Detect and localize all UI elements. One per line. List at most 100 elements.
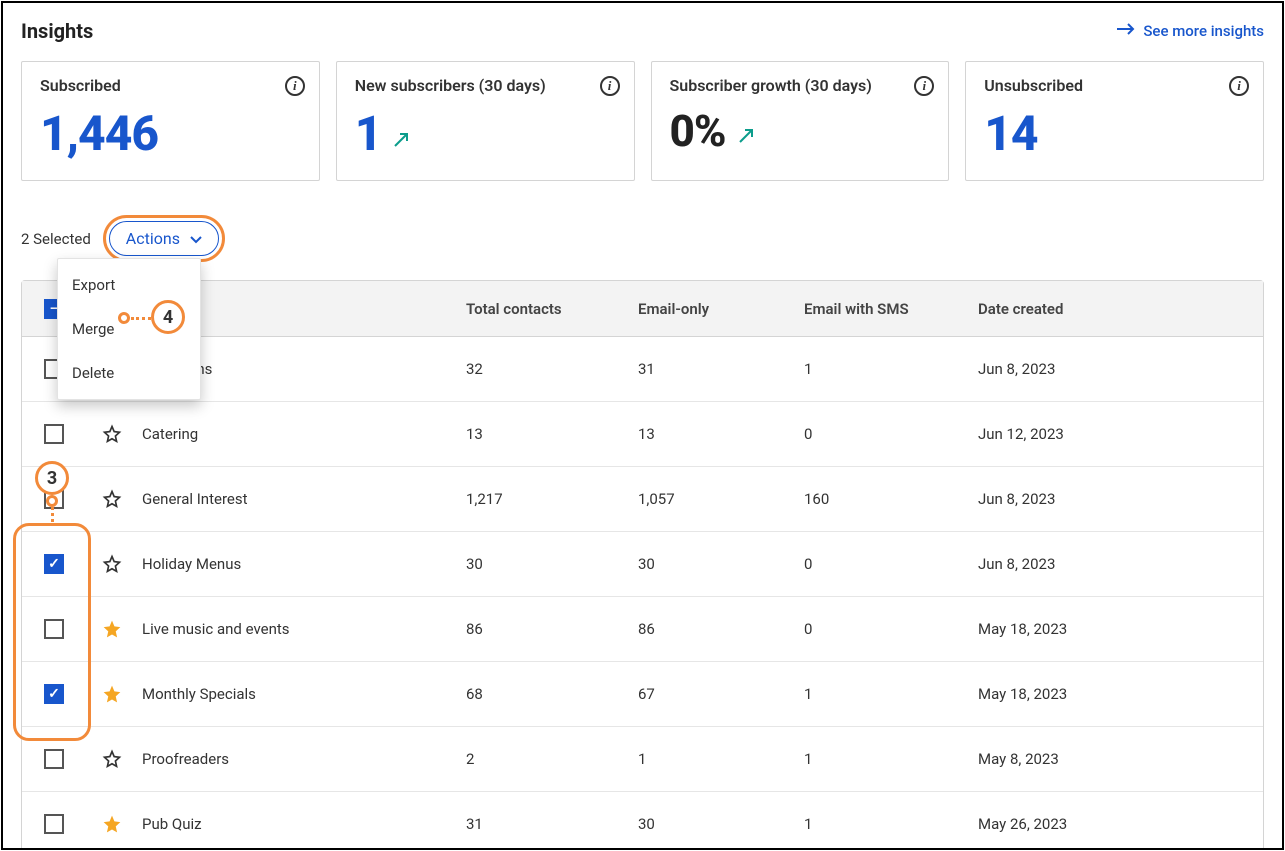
card-value: 14 xyxy=(984,105,1037,162)
table-row[interactable]: ✓Monthly Specials68671May 18, 2023 xyxy=(22,662,1263,727)
annotation-label: 4 xyxy=(163,307,173,328)
row-email: 31 xyxy=(638,360,804,378)
insight-cards: Subscribed i 1,446 New subscribers (30 d… xyxy=(3,49,1282,193)
row-sms: 160 xyxy=(804,490,978,508)
table-row[interactable]: Live music and events86860May 18, 2023 xyxy=(22,597,1263,662)
dropdown-item-label: Export xyxy=(72,276,115,294)
table-body: y Coupons32311Jun 8, 2023Catering13130Ju… xyxy=(22,337,1263,850)
annotation-callout-3: 3 xyxy=(35,461,69,495)
star-icon[interactable] xyxy=(102,489,122,509)
card-growth[interactable]: Subscriber growth (30 days) i 0% xyxy=(651,61,950,181)
row-date: Jun 12, 2023 xyxy=(978,425,1263,443)
row-name[interactable]: Live music and events xyxy=(138,620,466,638)
star-icon[interactable] xyxy=(102,749,122,769)
row-checkbox[interactable]: ✓ xyxy=(44,684,64,704)
table-row[interactable]: General Interest1,2171,057160Jun 8, 2023 xyxy=(22,467,1263,532)
annotation-dash-4 xyxy=(131,317,151,320)
row-checkbox[interactable] xyxy=(44,424,64,444)
row-total: 13 xyxy=(466,425,638,443)
annotation-dot-4 xyxy=(118,312,130,324)
row-sms: 0 xyxy=(804,425,978,443)
card-label: Subscriber growth (30 days) xyxy=(670,76,931,95)
annotation-callout-4: 4 xyxy=(151,300,185,334)
table-row[interactable]: Catering13130Jun 12, 2023 xyxy=(22,402,1263,467)
annotation-actions-highlight: Actions xyxy=(103,215,225,262)
actions-button[interactable]: Actions xyxy=(109,221,219,256)
column-sms[interactable]: Email with SMS xyxy=(804,300,978,318)
table-row[interactable]: ✓Holiday Menus30300Jun 8, 2023 xyxy=(22,532,1263,597)
info-icon[interactable]: i xyxy=(914,76,934,96)
info-icon[interactable]: i xyxy=(600,76,620,96)
dropdown-item-label: Merge xyxy=(72,320,114,338)
row-checkbox[interactable] xyxy=(44,749,64,769)
row-sms: 1 xyxy=(804,360,978,378)
row-name[interactable]: Catering xyxy=(138,425,466,443)
row-date: May 18, 2023 xyxy=(978,620,1263,638)
annotation-dot-3 xyxy=(46,495,58,507)
dropdown-item-label: Delete xyxy=(72,364,114,382)
info-icon[interactable]: i xyxy=(285,76,305,96)
row-name[interactable]: Monthly Specials xyxy=(138,685,466,703)
actions-label: Actions xyxy=(126,229,180,248)
row-email: 30 xyxy=(638,555,804,573)
card-label: Unsubscribed xyxy=(984,76,1245,95)
star-icon[interactable] xyxy=(102,424,122,444)
row-email: 1 xyxy=(638,750,804,768)
see-more-label: See more insights xyxy=(1143,22,1264,40)
row-checkbox[interactable] xyxy=(44,619,64,639)
row-sms: 0 xyxy=(804,620,978,638)
row-name[interactable]: Pub Quiz xyxy=(138,815,466,833)
annotation-label: 3 xyxy=(47,468,57,489)
row-total: 2 xyxy=(466,750,638,768)
row-date: May 26, 2023 xyxy=(978,815,1263,833)
row-date: Jun 8, 2023 xyxy=(978,555,1263,573)
dropdown-item-export[interactable]: Export xyxy=(58,263,200,307)
row-total: 31 xyxy=(466,815,638,833)
column-email[interactable]: Email-only xyxy=(638,300,804,318)
card-value: 1,446 xyxy=(40,105,158,162)
row-sms: 1 xyxy=(804,685,978,703)
star-icon[interactable] xyxy=(102,814,122,834)
table-header: – Name ↑ Total contacts Email-only Email… xyxy=(22,281,1263,337)
see-more-link[interactable]: See more insights xyxy=(1117,22,1264,40)
star-icon[interactable] xyxy=(102,619,122,639)
row-name[interactable]: Holiday Menus xyxy=(138,555,466,573)
chevron-down-icon xyxy=(190,229,202,248)
trend-up-icon xyxy=(736,123,758,153)
column-total[interactable]: Total contacts xyxy=(466,300,638,318)
table-row[interactable]: Proofreaders211May 8, 2023 xyxy=(22,727,1263,792)
row-email: 1,057 xyxy=(638,490,804,508)
row-email: 13 xyxy=(638,425,804,443)
row-email: 30 xyxy=(638,815,804,833)
arrow-right-icon xyxy=(1117,22,1137,40)
row-name[interactable]: General Interest xyxy=(138,490,466,508)
card-label: New subscribers (30 days) xyxy=(355,76,616,95)
row-total: 1,217 xyxy=(466,490,638,508)
row-date: Jun 8, 2023 xyxy=(978,360,1263,378)
row-checkbox[interactable] xyxy=(44,814,64,834)
selection-bar: 2 Selected Actions Export Merge Delete xyxy=(3,193,1282,262)
row-total: 68 xyxy=(466,685,638,703)
header-row: Insights See more insights xyxy=(3,3,1282,49)
lists-table: – Name ↑ Total contacts Email-only Email… xyxy=(21,280,1264,850)
card-value: 1 xyxy=(355,105,382,162)
row-total: 30 xyxy=(466,555,638,573)
row-email: 86 xyxy=(638,620,804,638)
trend-up-icon xyxy=(391,127,413,157)
table-row[interactable]: Pub Quiz31301May 26, 2023 xyxy=(22,792,1263,850)
star-icon[interactable] xyxy=(102,554,122,574)
selected-count-label: 2 Selected xyxy=(21,230,91,248)
dropdown-item-delete[interactable]: Delete xyxy=(58,351,200,395)
card-label: Subscribed xyxy=(40,76,301,95)
card-unsubscribed[interactable]: Unsubscribed i 14 xyxy=(965,61,1264,181)
star-icon[interactable] xyxy=(102,684,122,704)
column-date[interactable]: Date created xyxy=(978,300,1263,318)
row-name[interactable]: Proofreaders xyxy=(138,750,466,768)
info-icon[interactable]: i xyxy=(1229,76,1249,96)
row-checkbox[interactable]: ✓ xyxy=(44,554,64,574)
table-row[interactable]: y Coupons32311Jun 8, 2023 xyxy=(22,337,1263,402)
row-total: 86 xyxy=(466,620,638,638)
card-new-subscribers[interactable]: New subscribers (30 days) i 1 xyxy=(336,61,635,181)
row-date: May 8, 2023 xyxy=(978,750,1263,768)
card-subscribed[interactable]: Subscribed i 1,446 xyxy=(21,61,320,181)
